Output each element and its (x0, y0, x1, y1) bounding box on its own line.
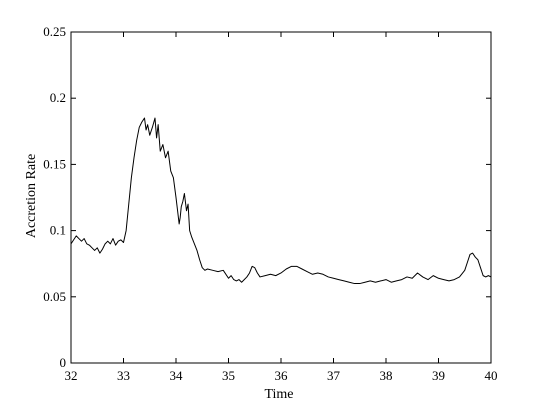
tick-labels: 32 33 34 35 36 37 38 39 40 0 0.05 0.1 0.15 0.2 0.25 (43, 24, 497, 383)
x-tick-label-6: 38 (380, 368, 393, 383)
axis-ticks (70, 31, 492, 364)
series-line-0 (70, 117, 492, 285)
y-tick-label-1: 0.05 (43, 289, 66, 304)
x-axis-title: Time (264, 387, 293, 402)
x-tick-label-3: 35 (222, 368, 235, 383)
x-tick-label-7: 39 (432, 368, 445, 383)
y-tick-label-0: 0 (60, 355, 67, 370)
y-axis-title: Accretion Rate (24, 154, 39, 238)
y-tick-label-3: 0.15 (43, 156, 66, 171)
x-tick-label-0: 32 (65, 368, 78, 383)
y-tick-label-2: 0.1 (50, 223, 66, 238)
x-tick-label-5: 37 (327, 368, 341, 383)
y-tick-label-5: 0.25 (43, 24, 66, 39)
y-tick-label-4: 0.2 (50, 90, 66, 105)
x-tick-label-1: 33 (117, 368, 130, 383)
x-tick-label-4: 36 (275, 368, 289, 383)
x-tick-label-8: 40 (485, 368, 498, 383)
x-tick-label-2: 34 (170, 368, 184, 383)
